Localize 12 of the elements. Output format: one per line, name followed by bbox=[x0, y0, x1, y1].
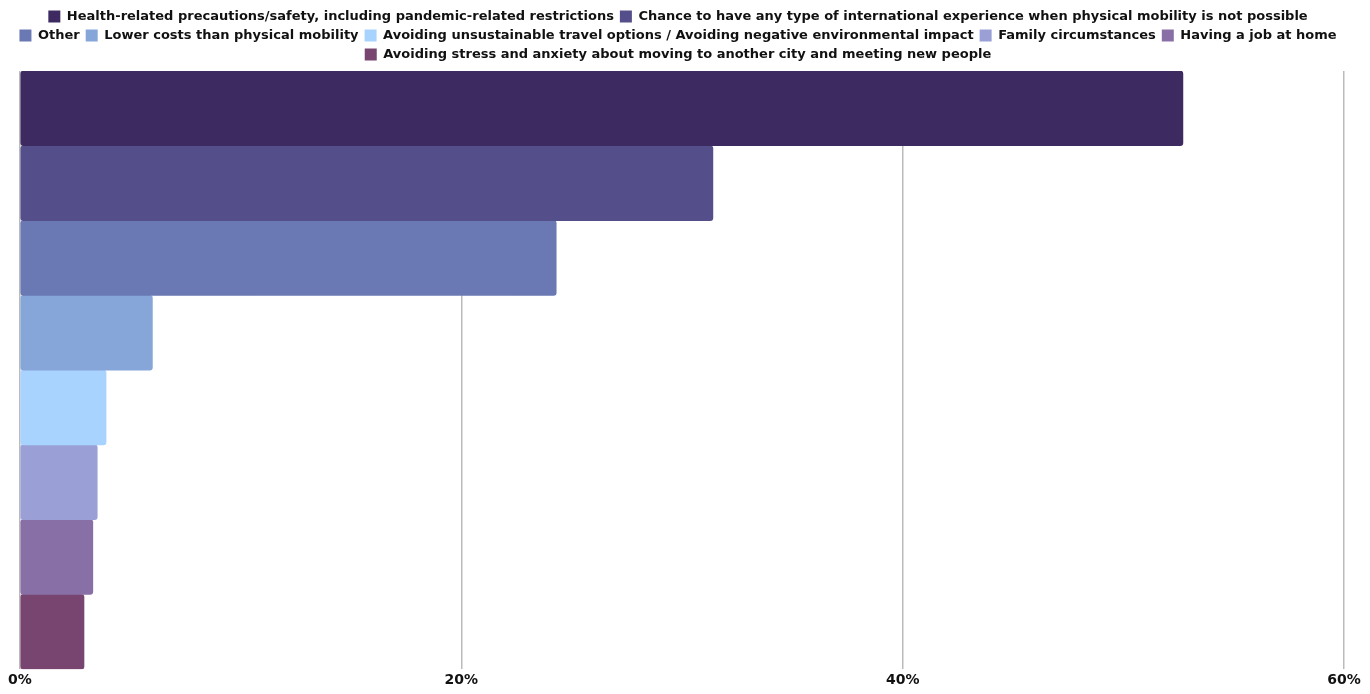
legend-label: Chance to have any type of international experience when physical mobility is not possible bbox=[638, 7, 1308, 23]
x-tick-label: 40% bbox=[885, 671, 920, 688]
x-tick-label: 20% bbox=[444, 671, 479, 688]
legend-label: Other bbox=[37, 26, 81, 42]
x-tick-label: 0% bbox=[8, 671, 32, 688]
legend-label: Having a job at home bbox=[1180, 26, 1337, 42]
legend-label: Health-related precautions/safety, including pandemic-related restrictions bbox=[66, 7, 615, 23]
legend-label: Family circumstances bbox=[998, 26, 1157, 42]
legend-label: Avoiding stress and anxiety about moving to another city and meeting new people bbox=[383, 45, 992, 61]
legend-label: Lower costs than physical mobility bbox=[104, 26, 360, 42]
x-tick-label: 60% bbox=[1327, 671, 1361, 688]
legend-label: Avoiding unsustainable travel options / Avoiding negative environmental impact bbox=[383, 26, 974, 42]
